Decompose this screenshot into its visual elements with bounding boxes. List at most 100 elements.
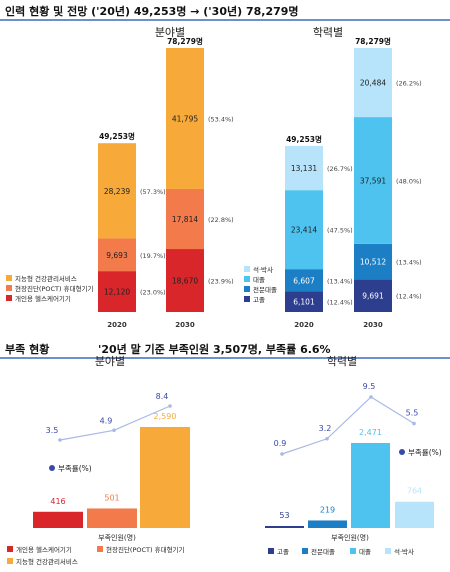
bottom-degree-value-label: 764 xyxy=(407,487,422,496)
bottom-field-bar-1 xyxy=(87,508,137,528)
top-field-bar-2020-s0 xyxy=(98,271,136,312)
top-field-pct-label: (53.4%) xyxy=(208,115,234,123)
top-field-legend-swatch xyxy=(6,295,12,301)
top-field-legend-label: 현장진단(POCT) 휴대형기기 xyxy=(15,284,94,293)
bottom-degree-bar-1 xyxy=(308,520,347,528)
bottom-degree-value-label: 2,471 xyxy=(359,428,382,437)
top-degree-value-label: 13,131 xyxy=(291,164,317,173)
bottom-field-value-label: 501 xyxy=(104,493,119,502)
bottom-degree-rate-point xyxy=(325,436,329,441)
top-degree-title: 학력별 xyxy=(313,26,343,39)
top-degree-value-label: 10,512 xyxy=(360,258,386,267)
bottom-degree-legend-label: 전문대졸 xyxy=(311,547,335,556)
bottom-degree-rate-point xyxy=(412,421,416,426)
top-degree-legend-label: 석·박사 xyxy=(253,265,273,274)
top-degree-legend-swatch xyxy=(244,296,250,302)
bottom-degree-value-label: 219 xyxy=(320,505,335,514)
bottom-degree-rate-label: 0.9 xyxy=(274,439,287,448)
top-section-header: 인력 현황 및 전망 ('20년) 49,253명 → ('30년) 78,27… xyxy=(0,0,450,21)
bottom-degree-rate-point xyxy=(369,395,373,399)
bottom-degree-legend-label: 대졸 xyxy=(359,548,371,556)
top-field-legend-label: 개인용 헬스케어기기 xyxy=(15,294,71,303)
top-field-value-label: 18,670 xyxy=(172,277,198,286)
top-field-value-label: 12,120 xyxy=(104,288,130,297)
top-degree-value-label: 23,414 xyxy=(291,226,317,235)
bottom-degree-rate-line xyxy=(281,396,415,455)
bottom-degree-rate-label: 3.2 xyxy=(319,424,332,433)
bottom-field-rate-label: 3.5 xyxy=(46,426,59,435)
bottom-degree-legend-swatch xyxy=(385,548,391,554)
top-degree-total-label: 49,253명 xyxy=(286,134,322,144)
top-field-legend-swatch xyxy=(6,275,12,281)
top-field-value-label: 28,239 xyxy=(104,187,130,196)
bottom-field-value-label: 416 xyxy=(50,497,65,506)
bottom-field-rate-point xyxy=(58,438,62,442)
bottom-degree-rate-point xyxy=(280,452,284,456)
bottom-field-legend-label: 현장진단(POCT) 휴대형기기 xyxy=(106,545,185,554)
bottom-section-rule xyxy=(0,357,450,359)
bottom-degree-legend-swatch xyxy=(350,548,356,554)
bottom-degree-rate-label: 5.5 xyxy=(406,409,419,418)
bottom-degree-bar-2 xyxy=(351,443,390,528)
bottom-degree-value-label: 53 xyxy=(279,511,289,520)
top-field-legend-swatch xyxy=(6,285,12,291)
top-field-bar-2030-s2 xyxy=(166,48,204,189)
top-section-rule xyxy=(0,19,450,21)
top-field-pct-label: (19.7%) xyxy=(140,252,166,260)
top-degree-pct-label: (48.0%) xyxy=(396,177,422,185)
bottom-degree-title: 학력별 xyxy=(327,355,357,368)
top-field-value-label: 17,814 xyxy=(172,215,198,224)
bottom-field-legend-label: 지능형 건강관리서비스 xyxy=(16,557,78,566)
bottom-degree-rate-label: 9.5 xyxy=(363,382,376,391)
bottom-field-bar-0 xyxy=(33,511,83,528)
top-degree-value-label: 6,607 xyxy=(293,276,315,285)
top-degree-legend-swatch xyxy=(244,286,250,292)
top-degree-bar-2030-s0 xyxy=(354,279,392,312)
top-degree-value-label: 37,591 xyxy=(360,176,386,185)
top-field-pct-label: (22.8%) xyxy=(208,216,234,224)
bottom-field-bar-2 xyxy=(140,427,190,528)
top-field-pct-label: (57.3%) xyxy=(140,188,166,196)
top-field-title: 분야별 xyxy=(155,26,185,39)
bottom-degree-bar-0 xyxy=(265,526,304,528)
bottom-field-rate-legend-dot xyxy=(49,465,55,471)
top-degree-legend-label: 대졸 xyxy=(253,276,265,284)
top-degree-bar-2030-s2 xyxy=(354,117,392,244)
bottom-field-legend-label: 개인용 헬스케어기기 xyxy=(16,545,72,554)
top-degree-value-label: 9,691 xyxy=(362,292,384,301)
bottom-degree-legend-swatch xyxy=(268,548,274,554)
top-field-bar-2030-s0 xyxy=(166,249,204,312)
top-degree-pct-label: (12.4%) xyxy=(396,293,422,301)
top-degree-value-label: 20,484 xyxy=(360,79,386,88)
top-field-total-label: 78,279명 xyxy=(167,36,203,46)
top-degree-bar-2020-s1 xyxy=(285,269,323,292)
bottom-field-rate-point xyxy=(112,428,116,433)
top-degree-pct-label: (12.4%) xyxy=(327,299,353,307)
bottom-section-header: 부족 현황 '20년 말 기준 부족인원 3,507명, 부족률 6.6% xyxy=(0,338,450,359)
top-degree-legend-swatch xyxy=(244,266,250,272)
bottom-degree-legend-label: 석·박사 xyxy=(394,547,414,556)
bottom-field-rate-point xyxy=(168,404,172,408)
top-degree-pct-label: (26.2%) xyxy=(396,80,422,88)
bottom-degree-x-label: 부족인원(명) xyxy=(331,533,369,542)
bottom-field-legend-swatch xyxy=(7,546,13,552)
bottom-degree-legend-label: 고졸 xyxy=(277,548,289,556)
top-degree-legend-label: 고졸 xyxy=(253,296,265,304)
top-degree-bar-2030-s3 xyxy=(354,48,392,118)
top-degree-bar-2020-s0 xyxy=(285,291,323,312)
top-field-bar-2020-s1 xyxy=(98,238,136,272)
bottom-field-x-label: 부족인원(명) xyxy=(98,533,136,542)
bottom-field-title: 분야별 xyxy=(95,355,125,368)
top-degree-pct-label: (26.7%) xyxy=(327,165,353,173)
top-field-pct-label: (23.0%) xyxy=(140,289,166,297)
top-degree-total-label: 78,279명 xyxy=(355,36,391,46)
top-degree-pct-label: (13.4%) xyxy=(327,277,353,285)
bottom-degree-rate-legend-label: 부족률(%) xyxy=(408,448,442,457)
top-degree-pct-label: (47.5%) xyxy=(327,227,353,235)
bottom-field-value-label: 2,590 xyxy=(154,412,177,421)
bottom-field-rate-legend-label: 부족률(%) xyxy=(58,464,92,473)
bottom-degree-bar-3 xyxy=(395,501,434,528)
top-field-x-tick: 2030 xyxy=(175,321,195,329)
top-field-value-label: 9,693 xyxy=(106,251,128,260)
